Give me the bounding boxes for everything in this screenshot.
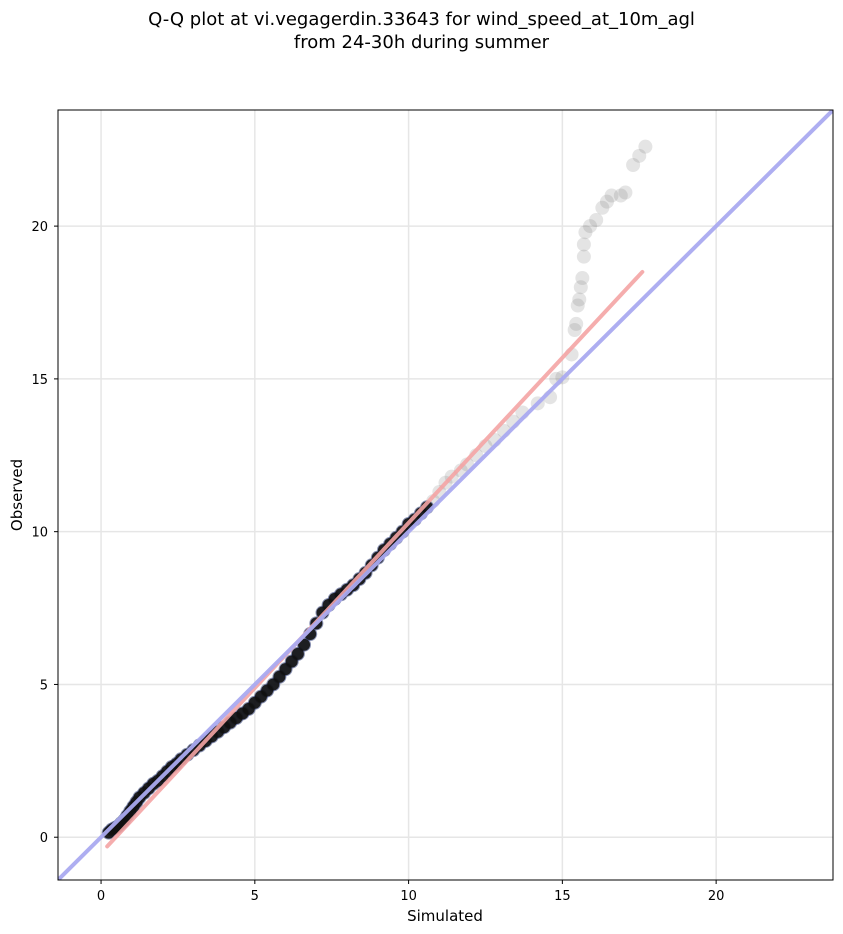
- y-tick-label: 20: [31, 220, 48, 235]
- y-tick-label: 0: [40, 831, 48, 846]
- qq-point: [604, 188, 619, 203]
- qq-point: [613, 188, 628, 203]
- qq-point: [626, 158, 641, 172]
- qq-point: [589, 213, 604, 227]
- qq-point: [595, 200, 610, 215]
- qq-point: [572, 292, 587, 307]
- x-tick-label: 5: [251, 889, 259, 904]
- y-tick-label: 5: [40, 678, 48, 693]
- chart-title-line1: Q-Q plot at vi.vegagerdin.33643 for wind…: [148, 9, 695, 30]
- qq-point: [578, 225, 593, 240]
- chart-title: Q-Q plot at vi.vegagerdin.33643 for wind…: [0, 8, 843, 54]
- ticks: 0 5 10 15 20 0 5 10 15 20: [31, 220, 724, 904]
- grid: [58, 110, 833, 880]
- qq-point: [599, 194, 614, 209]
- qq-point: [570, 298, 585, 313]
- qq-point: [573, 280, 588, 295]
- reference-line: [58, 110, 833, 880]
- fit-line: [105, 269, 645, 849]
- qq-point: [576, 249, 591, 264]
- plot-frame: [57, 109, 834, 881]
- x-axis-label: Simulated: [407, 907, 483, 925]
- x-tick-label: 20: [708, 889, 725, 904]
- qq-point: [583, 219, 598, 234]
- qq-point: [298, 638, 311, 651]
- y-axis-label: Observed: [8, 459, 26, 531]
- x-tick-label: 0: [97, 889, 105, 904]
- x-tick-label: 10: [400, 889, 417, 904]
- qq-point: [575, 271, 590, 286]
- qq-point: [632, 148, 647, 163]
- qq-point: [618, 185, 633, 200]
- x-tick-label: 15: [554, 889, 571, 904]
- y-tick-label: 10: [31, 526, 48, 541]
- qq-point: [576, 237, 591, 252]
- qq-point: [291, 647, 304, 660]
- qq-point: [569, 316, 584, 331]
- qq-point: [567, 323, 582, 337]
- qq-point: [638, 139, 653, 154]
- plot-marks: [58, 110, 833, 880]
- y-tick-label: 15: [31, 373, 48, 388]
- chart-title-line2: from 24-30h during summer: [293, 32, 550, 53]
